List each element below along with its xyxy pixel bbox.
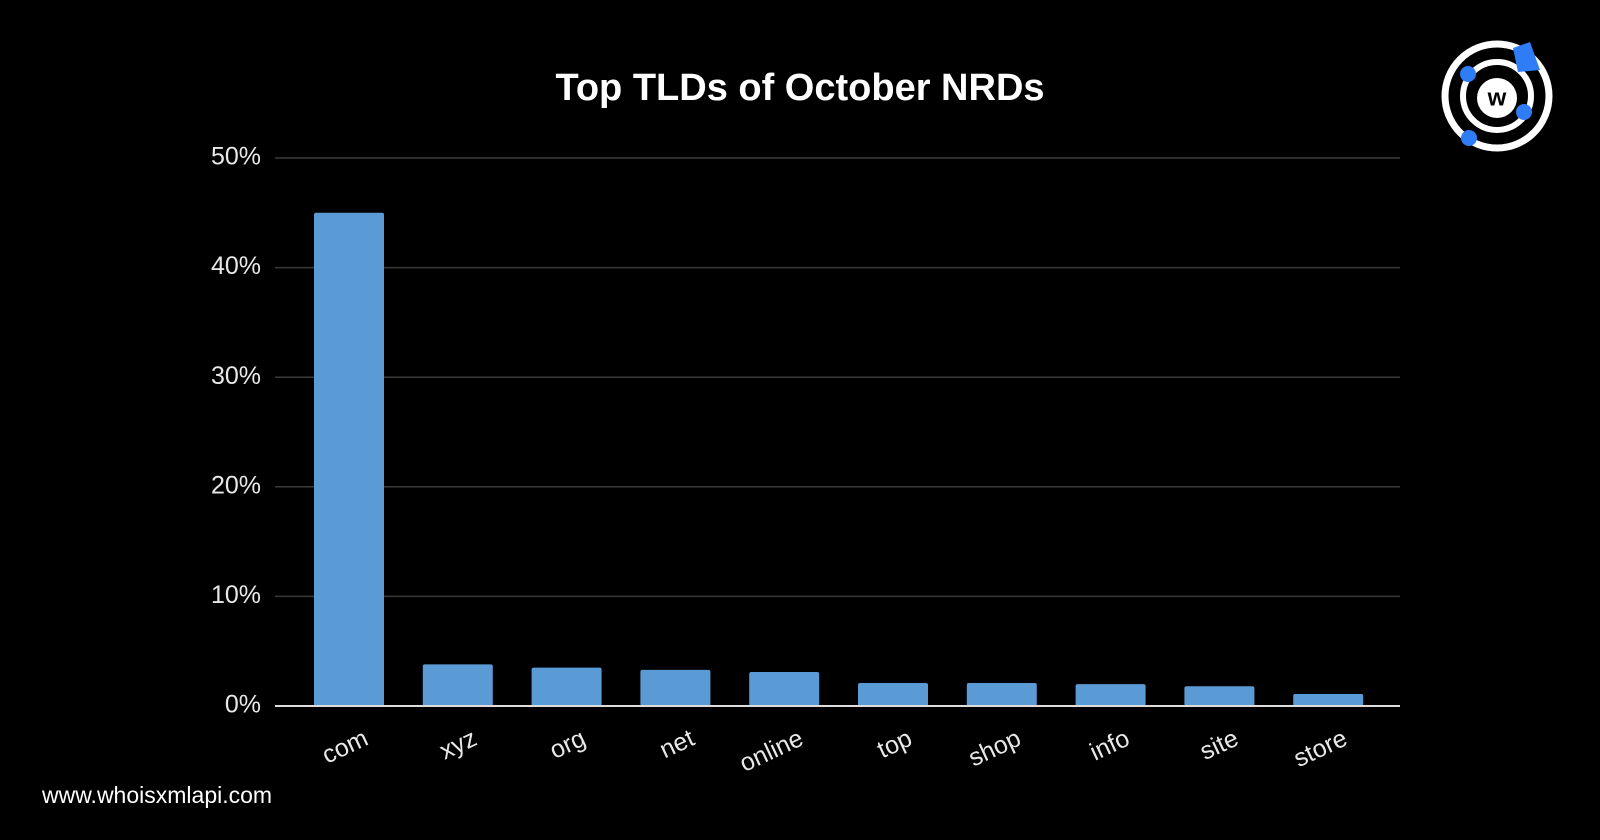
logo-ring bbox=[1441, 40, 1553, 152]
footer-url: www.whoisxmlapi.com bbox=[41, 782, 272, 808]
logo-flag bbox=[1513, 42, 1540, 72]
bar bbox=[1075, 684, 1146, 706]
logo-ring-inner bbox=[1460, 59, 1534, 133]
logo-letter: w bbox=[1487, 84, 1507, 111]
logo: w bbox=[1441, 40, 1553, 152]
logo-dot bbox=[1461, 130, 1477, 146]
bar bbox=[858, 682, 928, 706]
logo-dot bbox=[1516, 104, 1532, 120]
bar bbox=[640, 669, 711, 706]
bar bbox=[966, 682, 1037, 706]
y-tick-label: 0% bbox=[225, 691, 261, 719]
logo-dot bbox=[1460, 66, 1476, 82]
bar bbox=[314, 212, 384, 707]
bar bbox=[1293, 693, 1364, 706]
bar bbox=[422, 664, 493, 706]
bar bbox=[531, 667, 602, 706]
y-tick-label: 30% bbox=[211, 362, 261, 390]
y-tick-label: 40% bbox=[211, 252, 261, 280]
logo-core bbox=[1477, 78, 1517, 118]
y-tick-label: 50% bbox=[211, 143, 261, 171]
y-tick-label: 10% bbox=[211, 581, 261, 609]
chart-title: Top TLDs of October NRDs bbox=[555, 67, 1044, 109]
y-tick-label: 20% bbox=[211, 471, 261, 499]
bar bbox=[749, 672, 820, 706]
bar bbox=[1184, 686, 1255, 706]
